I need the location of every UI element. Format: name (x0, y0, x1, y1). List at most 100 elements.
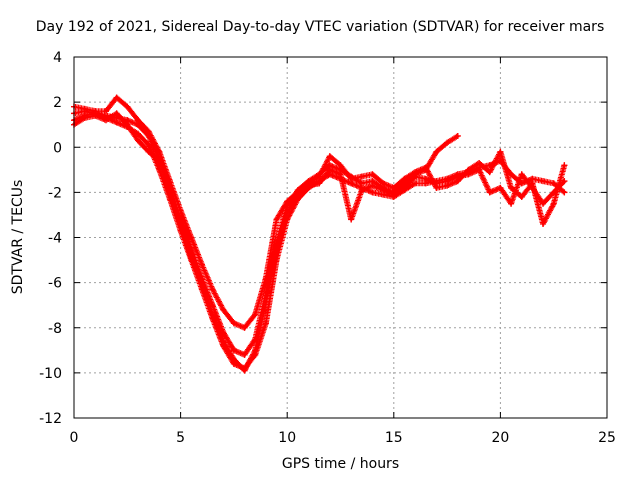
series-track-3 (71, 94, 568, 331)
data-point (273, 216, 280, 223)
data-point (230, 320, 237, 327)
data-point (540, 178, 547, 185)
data-point (540, 200, 547, 207)
y-tick-label: -8 (48, 321, 62, 337)
x-tick-label: 15 (385, 430, 403, 446)
data-point (518, 193, 525, 200)
x-tick-label: 25 (598, 430, 616, 446)
data-point (444, 139, 451, 146)
data-point (561, 189, 568, 196)
x-tick-label: 5 (176, 430, 185, 446)
data-point (209, 286, 216, 293)
data-point (230, 347, 237, 354)
data-point (508, 200, 515, 207)
data-point (156, 148, 163, 155)
data-point (230, 356, 237, 363)
data-point (284, 198, 291, 205)
data-point (497, 148, 504, 155)
data-point (550, 200, 557, 207)
data-point (454, 173, 461, 180)
data-point (518, 171, 525, 178)
data-point (369, 189, 376, 196)
data-point (390, 191, 397, 198)
data-point (550, 180, 557, 187)
data-point (198, 279, 205, 286)
chart-title: Day 192 of 2021, Sidereal Day-to-day VTE… (35, 19, 605, 35)
y-tick-label: 0 (53, 140, 62, 156)
data-point (273, 245, 280, 252)
data-point (145, 128, 152, 135)
data-point (81, 105, 88, 112)
data-point (177, 220, 184, 227)
series-markers-path (71, 94, 568, 331)
data-point (380, 180, 387, 187)
data-point (348, 175, 355, 182)
data-point (113, 119, 120, 126)
y-tick-label: -12 (39, 411, 62, 427)
data-point (156, 157, 163, 164)
data-point (465, 171, 472, 178)
data-point (316, 173, 323, 180)
data-point (337, 162, 344, 169)
grid (74, 57, 607, 418)
data-point (241, 324, 248, 331)
data-point (326, 153, 333, 160)
data-point (252, 311, 259, 318)
data-point (124, 121, 131, 128)
data-point (188, 234, 195, 241)
data-point (113, 94, 120, 101)
data-point (220, 338, 227, 345)
data-point (220, 306, 227, 313)
x-tick-label: 10 (278, 430, 296, 446)
data-point (145, 141, 152, 148)
data-point (390, 184, 397, 191)
series-markers-path (71, 110, 568, 374)
data-point (497, 184, 504, 191)
y-tick-label: -10 (39, 366, 62, 382)
data-point (188, 254, 195, 261)
data-point (252, 347, 259, 354)
data-point (433, 148, 440, 155)
data-point (454, 132, 461, 139)
data-point (476, 166, 483, 173)
data-point (124, 103, 131, 110)
y-tick-label: -2 (48, 185, 62, 201)
data-point (358, 187, 365, 194)
data-point (540, 220, 547, 227)
data-point (444, 178, 451, 185)
data-point (433, 180, 440, 187)
y-tick-label: -4 (48, 231, 62, 247)
data-point (337, 171, 344, 178)
data-point (198, 261, 205, 268)
data-point (209, 311, 216, 318)
series-track-4 (71, 110, 568, 374)
data-point (412, 180, 419, 187)
data-point (550, 189, 557, 196)
data-point (369, 171, 376, 178)
data-point (241, 351, 248, 358)
data-point (284, 209, 291, 216)
data-point (486, 169, 493, 176)
data-point (305, 182, 312, 189)
data-point (262, 299, 269, 306)
y-tick-label: 2 (53, 95, 62, 111)
data-point (508, 184, 515, 191)
data-point (241, 367, 248, 374)
data-point (486, 189, 493, 196)
data-point (294, 191, 301, 198)
data-point (113, 110, 120, 117)
data-point (102, 108, 109, 115)
data-point (529, 184, 536, 191)
series-markers (71, 94, 568, 374)
y-tick-label: 4 (53, 50, 62, 66)
data-point (369, 182, 376, 189)
x-axis-label: GPS time / hours (281, 456, 400, 472)
data-point (412, 173, 419, 180)
data-point (81, 114, 88, 121)
data-point (145, 148, 152, 155)
data-point (401, 184, 408, 191)
y-axis-label: SDTVAR / TECUs (10, 179, 26, 295)
data-point (422, 164, 429, 171)
data-point (134, 117, 141, 124)
